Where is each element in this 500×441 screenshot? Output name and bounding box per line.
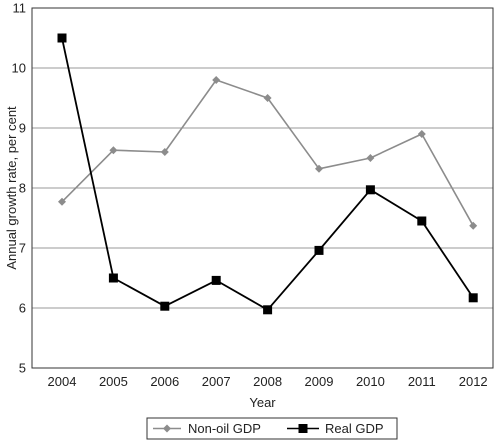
x-tick-label: 2009 <box>305 374 334 389</box>
x-tick-label: 2005 <box>99 374 128 389</box>
legend-box <box>146 417 398 440</box>
grid-lines <box>32 67 493 309</box>
y-tick-label: 7 <box>19 241 26 256</box>
x-tick-label: 2007 <box>202 374 231 389</box>
legend-marker <box>163 424 171 433</box>
data-point <box>160 148 169 156</box>
data-point <box>58 197 66 206</box>
legend-marker-non-oil-gdp <box>163 424 171 433</box>
y-tick-label: 6 <box>19 301 26 316</box>
x-axis-title: Year <box>249 395 276 410</box>
data-point <box>417 216 427 226</box>
x-tick-label: 2004 <box>48 374 77 389</box>
y-tick-label: 11 <box>13 1 27 16</box>
x-tick-label: 2006 <box>150 374 179 389</box>
y-tick-label: 8 <box>19 181 26 196</box>
y-tick-label: 9 <box>19 121 26 136</box>
legend-marker <box>298 424 308 433</box>
data-point <box>108 273 118 283</box>
series-real-gdp <box>57 33 478 315</box>
y-tick-label: 5 <box>19 361 26 376</box>
legend-label-real-gdp: Real GDP <box>325 421 384 436</box>
data-point <box>211 275 221 285</box>
data-point <box>314 245 324 255</box>
y-tick-label: 10 <box>12 61 26 76</box>
legend: Non-oil GDP Real GDP <box>146 417 398 440</box>
x-tick-label: 2012 <box>459 374 488 389</box>
data-point <box>212 76 221 84</box>
y-axis-title: Annual growth rate, per cent <box>4 106 19 270</box>
series-line <box>61 37 474 311</box>
data-point <box>468 293 478 303</box>
x-axis-ticks: 2004 2005 2006 2007 2008 2009 2010 2011 2012 <box>48 374 488 389</box>
data-point <box>315 164 323 173</box>
x-tick-label: 2011 <box>408 374 436 389</box>
plot-frame <box>31 7 494 369</box>
data-point <box>109 146 118 155</box>
data-point <box>263 305 273 315</box>
data-point <box>366 154 375 162</box>
x-tick-label: 2008 <box>253 374 282 389</box>
legend-label-non-oil-gdp: Non-oil GDP <box>188 421 261 436</box>
data-point <box>57 33 67 43</box>
legend-marker-real-gdp <box>298 424 308 433</box>
data-point <box>263 94 272 102</box>
y-axis-ticks: 5 6 7 8 9 10 11 <box>12 1 26 376</box>
data-point <box>417 130 426 138</box>
series-layer <box>57 33 478 315</box>
data-point <box>365 185 375 195</box>
data-point <box>160 301 170 311</box>
x-tick-label: 2010 <box>356 374 385 389</box>
series-non-oil-gdp <box>58 76 478 230</box>
data-point <box>469 221 478 230</box>
